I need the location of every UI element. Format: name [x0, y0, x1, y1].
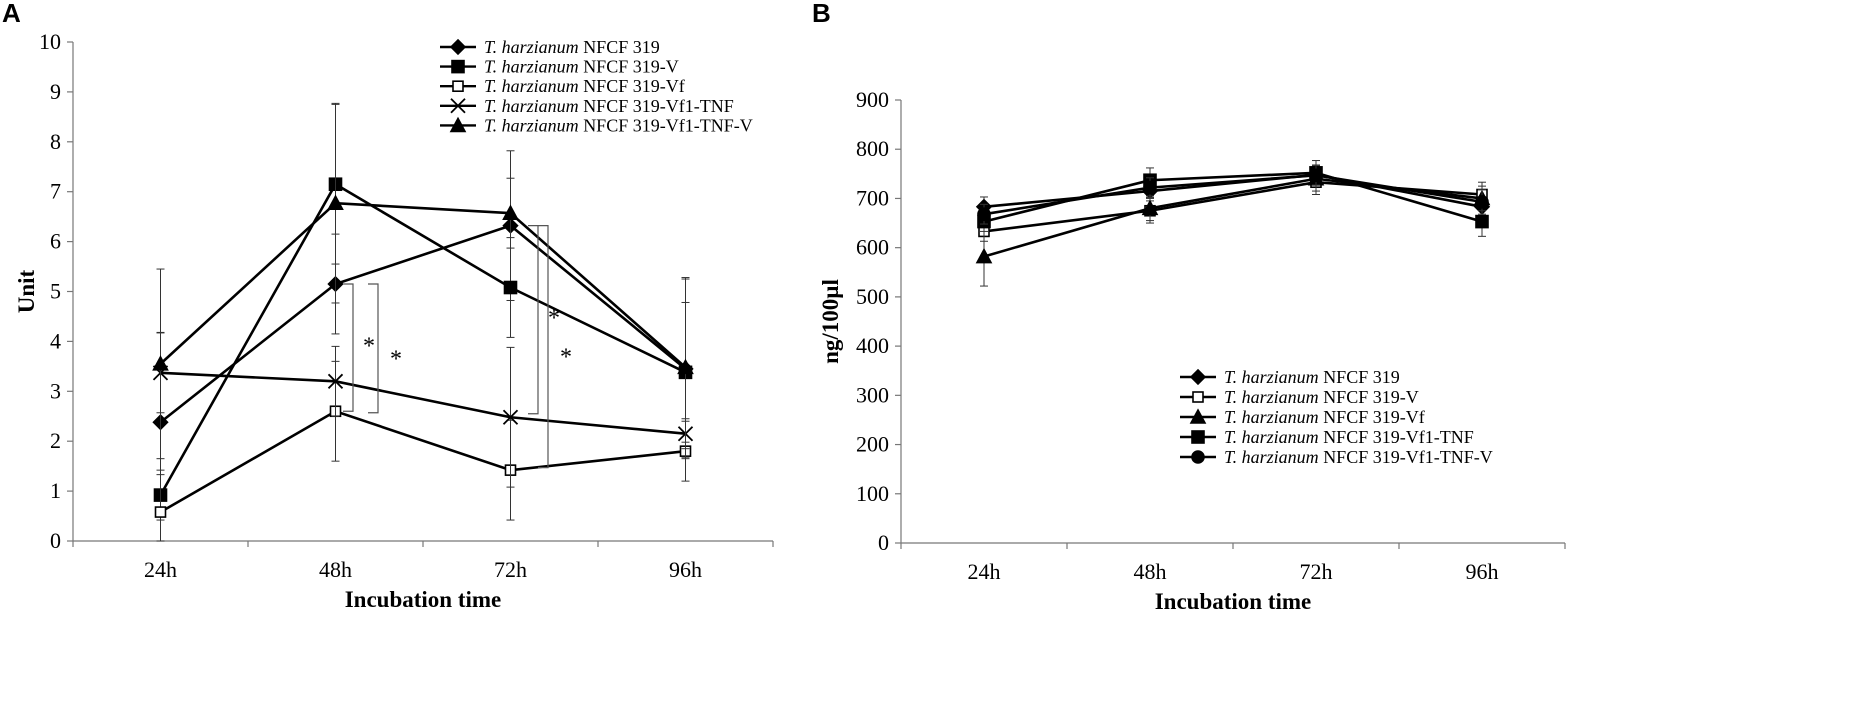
- significance-star: *: [548, 306, 560, 332]
- y-tick-label: 800: [856, 136, 889, 161]
- legend-marker: [449, 116, 467, 133]
- significance-bracket: [528, 225, 539, 415]
- significance-bracket: [343, 283, 354, 412]
- legend-entry: T. harzianum NFCF 319-V: [484, 57, 679, 77]
- series-5: [977, 164, 1489, 225]
- y-tick-label: 400: [856, 333, 889, 358]
- x-tick-label: 48h: [1134, 559, 1167, 584]
- x-axis-title: Incubation time: [1155, 589, 1312, 614]
- y-tick-label: 10: [39, 29, 61, 54]
- legend-marker: [1192, 391, 1204, 403]
- series-line: [159, 182, 687, 496]
- series-5: [152, 102, 694, 460]
- significance-star: *: [363, 334, 375, 360]
- y-axis-title: Unit: [14, 269, 39, 313]
- series-3: [975, 165, 1491, 287]
- legend-marker: [1191, 450, 1205, 464]
- x-tick-label: 72h: [494, 557, 527, 582]
- y-tick-label: 600: [856, 235, 889, 260]
- series-4: [152, 332, 694, 488]
- legend-entry: T. harzianum NFCF 319-Vf1-TNF-V: [484, 115, 753, 135]
- data-point: [503, 280, 518, 295]
- chart-panel-a: 0 1 2 3 4 5 6 7 8 9 10 24h 48h 72h 96h Incubation time U…: [14, 29, 774, 612]
- y-tick-label: 2: [50, 428, 61, 453]
- x-tick-label: 24h: [968, 559, 1001, 584]
- data-point: [154, 506, 167, 518]
- x-tick-label: 24h: [144, 557, 177, 582]
- data-point: [327, 194, 344, 210]
- y-tick-label: 3: [50, 378, 61, 403]
- data-point: [1475, 214, 1489, 229]
- series-line: [159, 224, 687, 424]
- y-tick-label: 6: [50, 229, 61, 254]
- panel-letter-b: B: [812, 0, 831, 28]
- series-2: [153, 103, 693, 521]
- series-line: [159, 409, 686, 514]
- data-point: [1309, 168, 1323, 183]
- legend-marker: [1191, 430, 1205, 444]
- y-tick-label: 4: [50, 328, 61, 353]
- y-tick-label: 500: [856, 284, 889, 309]
- x-axis-title: Incubation time: [345, 587, 502, 612]
- series-1: [152, 150, 694, 513]
- y-tick-label: 700: [856, 185, 889, 210]
- y-tick-label: 300: [856, 382, 889, 407]
- legend-marker: [450, 98, 466, 114]
- y-tick-label: 1: [50, 478, 61, 503]
- series-line: [160, 371, 686, 436]
- y-tick-label: 9: [50, 79, 61, 104]
- legend-entry: T. harzianum NFCF 319-Vf1-TNF-V: [1224, 447, 1493, 467]
- legend-marker: [451, 59, 465, 74]
- y-tick-label: 7: [50, 179, 61, 204]
- x-tick-label: 72h: [1300, 559, 1333, 584]
- series-1: [975, 164, 1491, 220]
- data-point: [975, 247, 993, 264]
- x-tick-label: 96h: [1466, 559, 1499, 584]
- legend-entry: T. harzianum NFCF 319-Vf1-TNF: [1224, 427, 1474, 447]
- legend-entry: T. harzianum NFCF 319-V: [1224, 387, 1419, 407]
- series-line: [983, 174, 1483, 216]
- y-tick-label: 200: [856, 432, 889, 457]
- x-tick-label: 96h: [669, 557, 702, 582]
- data-point: [1141, 199, 1159, 216]
- y-tick-label: 900: [856, 87, 889, 112]
- data-point: [327, 373, 344, 389]
- legend-marker: [452, 80, 464, 92]
- series-3: [154, 360, 692, 542]
- y-tick-label: 100: [856, 481, 889, 506]
- significance-bracket: [368, 283, 379, 414]
- legend-entry: T. harzianum NFCF 319-Vf: [1224, 407, 1425, 427]
- data-point: [977, 207, 991, 221]
- legend-entry: T. harzianum NFCF 319: [484, 37, 660, 57]
- x-tick-label: 48h: [319, 557, 352, 582]
- legend-marker: [1189, 368, 1207, 386]
- data-point: [677, 358, 694, 375]
- legend-marker: [449, 38, 467, 56]
- series-4: [977, 160, 1489, 237]
- legend-entry: T. harzianum NFCF 319-Vf: [484, 76, 685, 96]
- legend-marker: [1189, 408, 1207, 424]
- data-point: [1475, 195, 1489, 209]
- chart-panel-b: 0 100 200 300 400 500 600 700 800 900 24h 48h 72h 96h…: [818, 87, 1566, 614]
- y-tick-label: 8: [50, 129, 61, 154]
- series-line: [983, 173, 1483, 209]
- panel-letter-a: A: [2, 0, 21, 28]
- significance-star: *: [560, 345, 572, 371]
- significance-star: *: [390, 346, 402, 372]
- data-point: [502, 204, 519, 220]
- y-axis-title: ng/100µl: [818, 279, 843, 364]
- series-line: [159, 201, 687, 369]
- data-point: [1143, 180, 1157, 195]
- data-point: [502, 409, 519, 425]
- legend-entry: T. harzianum NFCF 319-Vf1-TNF: [484, 96, 734, 116]
- data-point: [152, 355, 169, 371]
- legend-entry: T. harzianum NFCF 319: [1224, 367, 1400, 387]
- y-tick-label: 5: [50, 279, 61, 304]
- y-tick-label: 0: [50, 528, 61, 553]
- y-tick-label: 0: [878, 530, 889, 555]
- significance-bracket: [538, 225, 549, 469]
